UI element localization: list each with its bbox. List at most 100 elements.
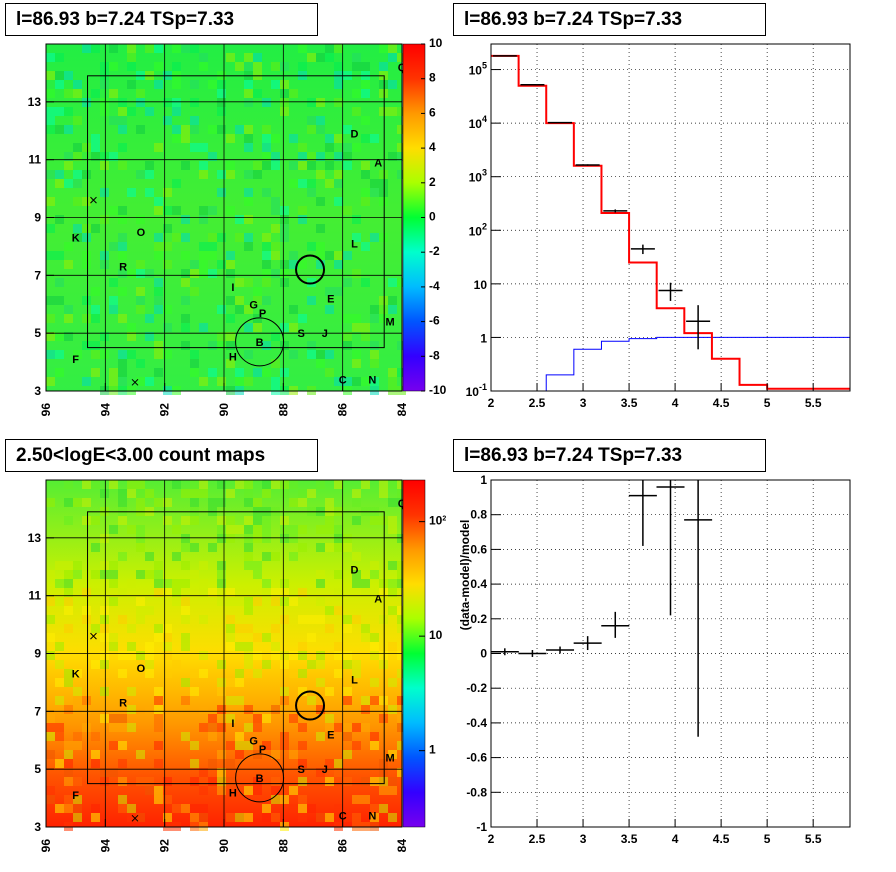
heatmap-cell [217, 332, 226, 341]
heatmap-cell [235, 125, 244, 134]
y-tick-label: 10 [474, 278, 488, 292]
heatmap-cell [91, 305, 100, 314]
heatmap-cell [253, 669, 262, 678]
heatmap-cell [118, 359, 127, 368]
heatmap-cell [136, 750, 145, 759]
heatmap-cell [181, 804, 190, 813]
heatmap-cell [244, 233, 253, 242]
heatmap-cell [316, 359, 325, 368]
heatmap-cell [271, 359, 280, 368]
heatmap-cell [64, 597, 73, 606]
heatmap-cell [271, 750, 280, 759]
heatmap-cell [109, 633, 118, 642]
heatmap-cell [154, 570, 163, 579]
heatmap-cell [361, 242, 370, 251]
heatmap-cell [154, 233, 163, 242]
heatmap-cell [118, 233, 127, 242]
heatmap-cell [100, 561, 109, 570]
heatmap-cell [235, 732, 244, 741]
heatmap-cell [262, 269, 271, 278]
heatmap-cell [262, 534, 271, 543]
heatmap-cell [352, 143, 361, 152]
heatmap-cell [127, 804, 136, 813]
heatmap-cell [100, 80, 109, 89]
cross-marker [90, 196, 97, 204]
heatmap-cell [64, 314, 73, 323]
heatmap-cell [388, 525, 397, 534]
heatmap-cell [118, 251, 127, 260]
heatmap-cell [145, 606, 154, 615]
source-b-circle [235, 317, 285, 367]
heatmap-cell [370, 188, 379, 197]
heatmap-cell [280, 368, 289, 377]
y-tick-label: -0.2 [466, 681, 487, 695]
heatmap-cell [217, 341, 226, 350]
heatmap-cell [181, 161, 190, 170]
heatmap-cell [91, 341, 100, 350]
y-tick-label: 5 [34, 326, 41, 340]
heatmap-cell [271, 269, 280, 278]
heatmap-cell [271, 651, 280, 660]
colorbar-tick-label: 0 [429, 210, 436, 224]
heatmap-cell [73, 804, 82, 813]
heatmap-cell [91, 152, 100, 161]
heatmap-cell [370, 359, 379, 368]
source-b-circle [235, 753, 285, 803]
heatmap-cell [352, 62, 361, 71]
heatmap-cell [208, 233, 217, 242]
heatmap-cell [100, 489, 109, 498]
heatmap-cell [217, 170, 226, 179]
heatmap-cell [64, 777, 73, 786]
heatmap-cell [181, 678, 190, 687]
heatmap-cell [145, 314, 154, 323]
heatmap-cell [235, 669, 244, 678]
heatmap-cell [388, 606, 397, 615]
heatmap-cell [379, 179, 388, 188]
heatmap-cell [226, 714, 235, 723]
heatmap-cell [118, 804, 127, 813]
heatmap-cell [163, 651, 172, 660]
heatmap-cell [280, 80, 289, 89]
heatmap-cell [307, 179, 316, 188]
heatmap-cell [100, 570, 109, 579]
heatmap-cell [199, 813, 208, 822]
source-label-i: I [231, 718, 234, 730]
heatmap-cell [334, 768, 343, 777]
y-tick-label: -1 [476, 820, 487, 834]
heatmap-cell [298, 525, 307, 534]
heatmap-cell [352, 795, 361, 804]
heatmap-cell [334, 570, 343, 579]
x-tick-label: 94 [98, 403, 112, 417]
heatmap-cell [262, 143, 271, 152]
heatmap-cell [91, 588, 100, 597]
heatmap-cell [154, 741, 163, 750]
x-tick-label: 4 [672, 396, 679, 410]
heatmap-cell [154, 795, 163, 804]
heatmap-cell [244, 377, 253, 386]
heatmap-cell [388, 44, 397, 53]
heatmap-cell [271, 224, 280, 233]
title-bottom-right: l=86.93 b=7.24 TSp=7.33 [453, 439, 766, 472]
heatmap-cell [343, 278, 352, 287]
y-tick-label: 11 [28, 153, 41, 167]
heatmap-cell [190, 350, 199, 359]
heatmap-cell [244, 786, 253, 795]
heatmap-cell [262, 125, 271, 134]
heatmap-cell [244, 188, 253, 197]
heatmap-cell [46, 224, 55, 233]
heatmap-cell [244, 197, 253, 206]
y-tick-label: 103 [469, 168, 487, 185]
heatmap-cell [127, 480, 136, 489]
colorbar-tick-label: 4 [429, 140, 436, 154]
heatmap-cell [244, 215, 253, 224]
heatmap-cell [379, 44, 388, 53]
heatmap-cell [172, 552, 181, 561]
heatmap-cell [325, 134, 334, 143]
heatmap-cell [298, 498, 307, 507]
heatmap-cell [280, 224, 289, 233]
heatmap-cell [208, 269, 217, 278]
heatmap-cell [280, 489, 289, 498]
heatmap-cell [73, 732, 82, 741]
heatmap-cell [343, 687, 352, 696]
heatmap-cell [217, 660, 226, 669]
